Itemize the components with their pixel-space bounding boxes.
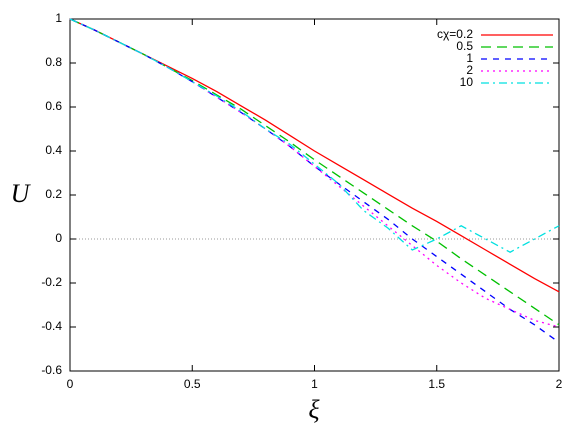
y-axis-title: U [11,179,32,208]
y-tick-label: -0.6 [41,363,62,377]
plot-frame [69,18,560,372]
y-tick-label: 0.6 [45,99,62,113]
legend-label: cχ=0.2 [437,27,473,41]
legend-label: 1 [466,51,473,65]
y-tick-label: -0.2 [41,275,62,289]
legend-label: 0.5 [456,39,473,53]
x-tick-label: 0.5 [184,377,201,391]
series-line [69,18,560,253]
legend-label: 2 [466,63,473,77]
x-tick-label: 1 [311,377,318,391]
y-tick-label: 1 [55,11,62,25]
series-line [69,18,560,293]
y-tick-label: 0.4 [45,143,62,157]
series-line [69,18,560,326]
y-tick-label: 0.2 [45,187,62,201]
series-line [69,18,560,343]
legend-label: 10 [460,75,474,89]
x-tick-label: 2 [556,377,563,391]
x-tick-label: 1.5 [428,377,445,391]
series-line [69,18,560,328]
x-axis-title: ξ [308,395,320,424]
x-tick-label: 0 [67,377,74,391]
y-tick-label: 0.8 [45,55,62,69]
y-tick-label: -0.4 [41,319,62,333]
y-tick-label: 0 [55,231,62,245]
